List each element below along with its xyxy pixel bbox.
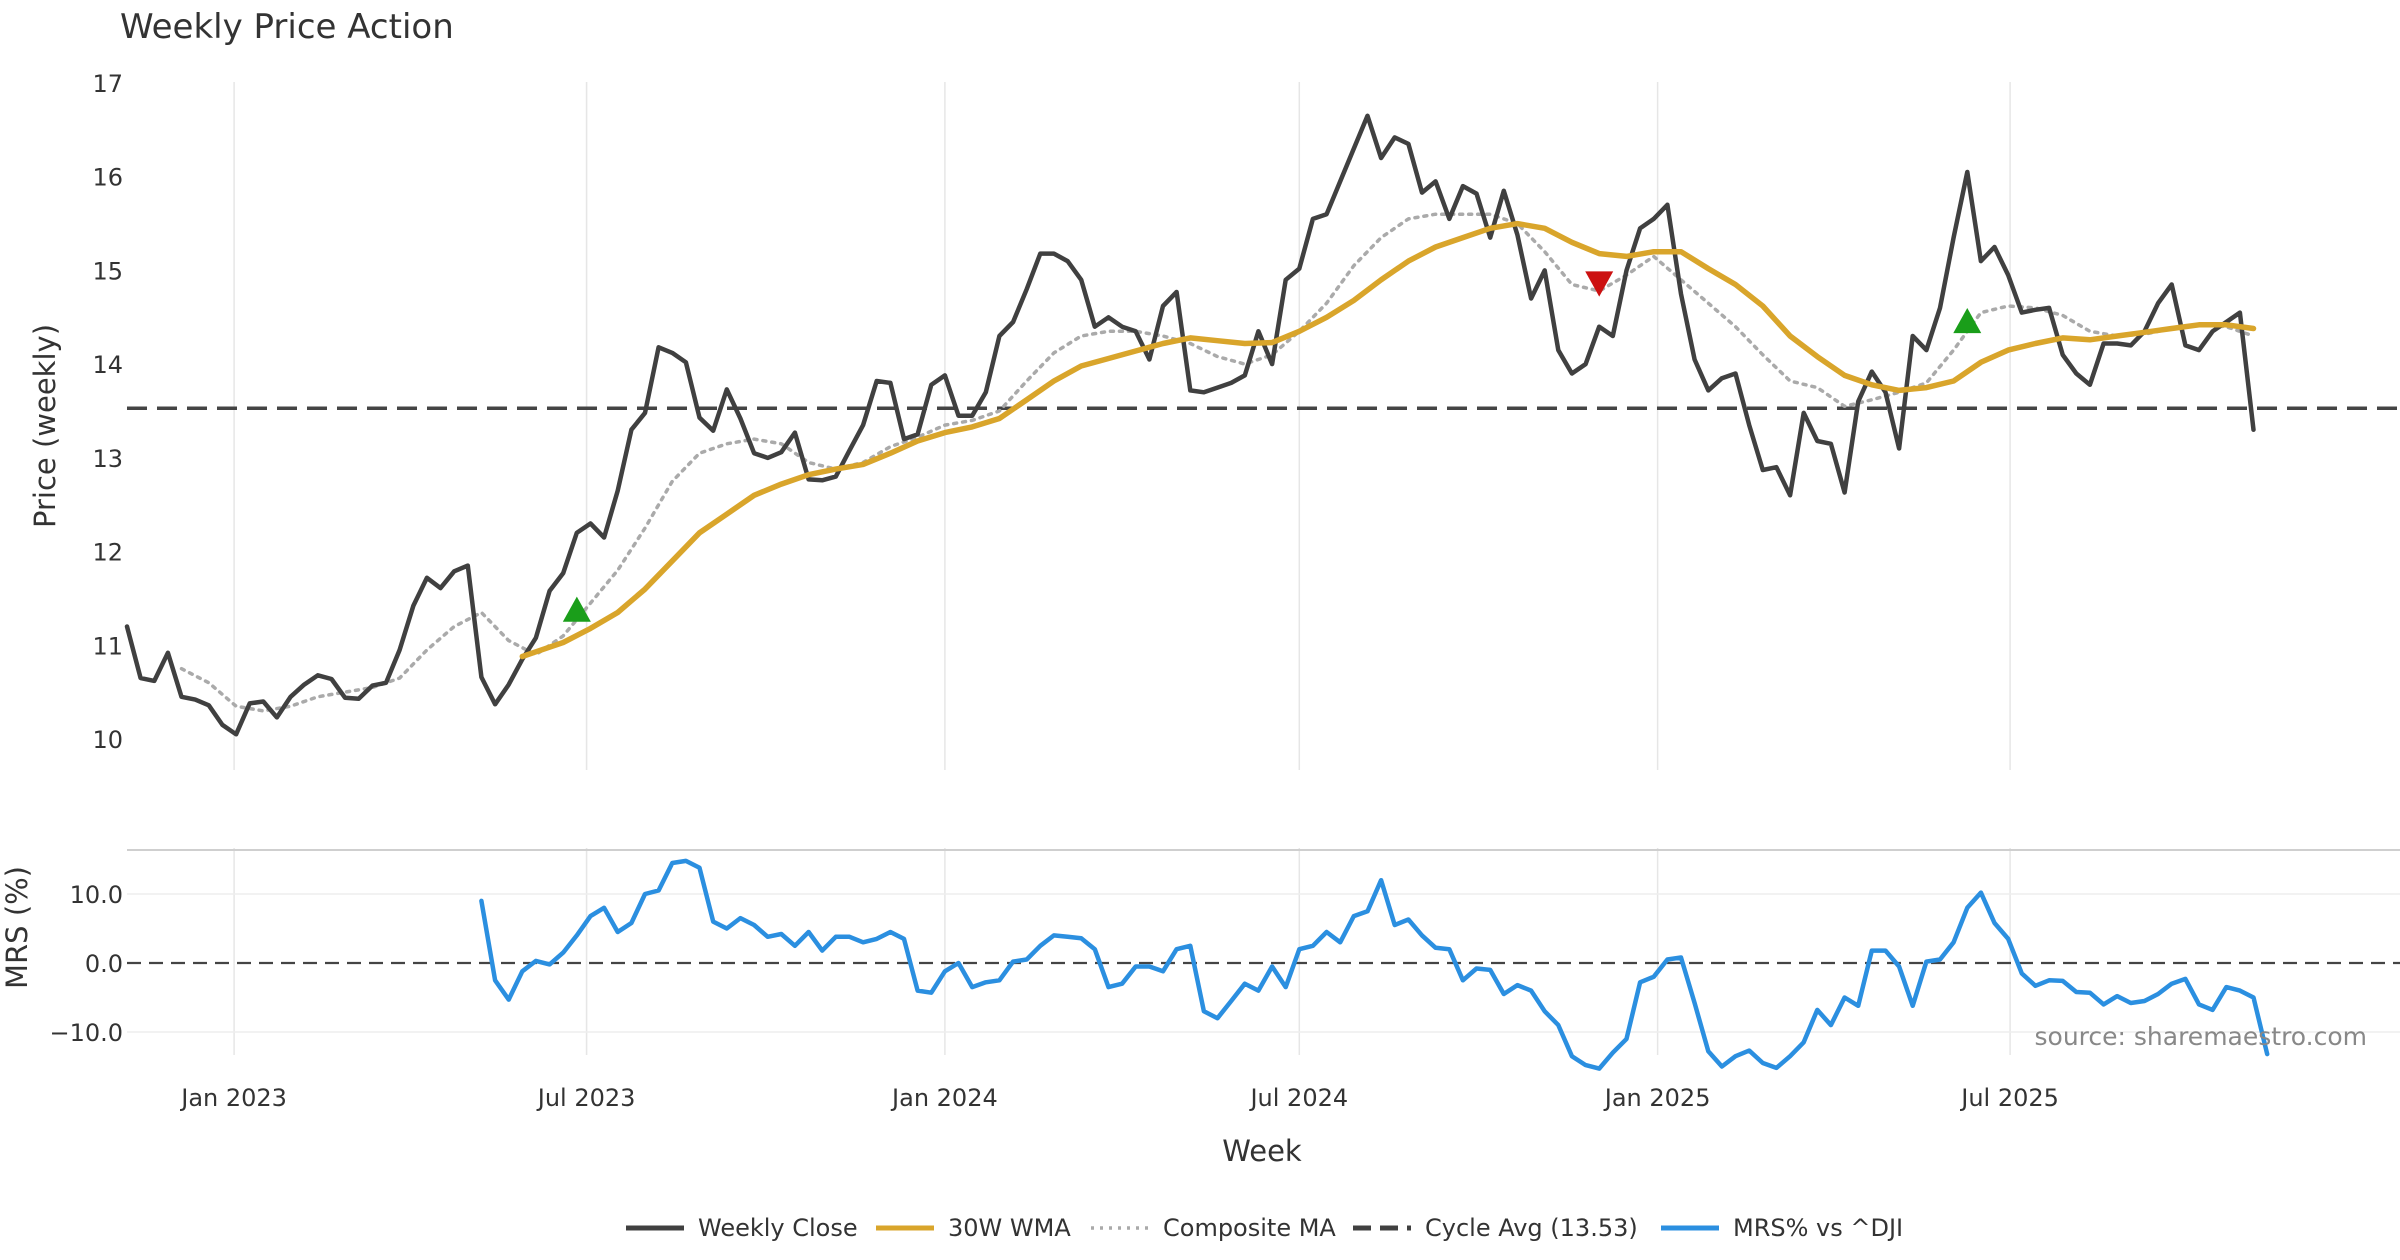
y-tick-label-price: 15 <box>92 257 123 285</box>
source-credit: source: sharemaestro.com <box>2035 1022 2368 1051</box>
y-tick-label-price: 11 <box>92 632 123 660</box>
x-axis-label: Week <box>1222 1134 1302 1168</box>
legend-label: Cycle Avg (13.53) <box>1425 1214 1638 1242</box>
y-tick-label-price: 17 <box>92 70 123 98</box>
y-axis-label-mrs: MRS (%) <box>0 866 34 989</box>
sell-signal-marker-1 <box>1585 271 1614 297</box>
y-tick-label-price: 16 <box>92 164 123 192</box>
chart-title: Weekly Price Action <box>120 7 454 47</box>
x-tick-label: Jan 2023 <box>179 1084 287 1112</box>
y-tick-label-price: 13 <box>92 445 123 473</box>
y-tick-label-price: 10 <box>92 726 123 754</box>
y-axis-label-price: Price (weekly) <box>28 324 62 528</box>
grid-lines <box>127 82 2400 1055</box>
x-tick-label: Jul 2023 <box>536 1084 636 1112</box>
series-lines <box>124 113 2270 1071</box>
x-tick-label: Jul 2025 <box>1959 1084 2059 1112</box>
weekly-close-line <box>124 113 2256 737</box>
y-tick-label-mrs: 10.0 <box>70 881 123 909</box>
axis-ticks: Jan 2023 Jul 2023 Jan 2024 Jul 2024 Jan 2025… <box>0 70 2059 1112</box>
reference-lines <box>127 406 2400 965</box>
mrs-vs-dji-line <box>479 858 2270 1071</box>
y-tick-label-mrs: −10.0 <box>49 1019 123 1047</box>
y-tick-label-price: 14 <box>92 351 123 379</box>
legend-label: MRS% vs ^DJI <box>1733 1214 1903 1242</box>
y-tick-label-mrs: 0.0 <box>85 950 123 978</box>
x-tick-label: Jul 2024 <box>1248 1084 1348 1112</box>
chart-legend: Weekly Close 30W WMA Composite MA Cycle Avg… <box>626 1214 1903 1242</box>
signal-markers <box>562 271 1982 622</box>
30w-wma-line <box>519 220 2257 660</box>
x-tick-label: Jan 2024 <box>890 1084 998 1112</box>
legend-label: Weekly Close <box>698 1214 858 1242</box>
buy-signal-marker-2 <box>1953 307 1982 334</box>
buy-signal-marker-0 <box>562 596 591 622</box>
legend-label: 30W WMA <box>948 1214 1071 1242</box>
x-tick-label: Jan 2025 <box>1603 1084 1711 1112</box>
y-tick-label-price: 12 <box>92 539 123 567</box>
legend-label: Composite MA <box>1163 1214 1336 1242</box>
